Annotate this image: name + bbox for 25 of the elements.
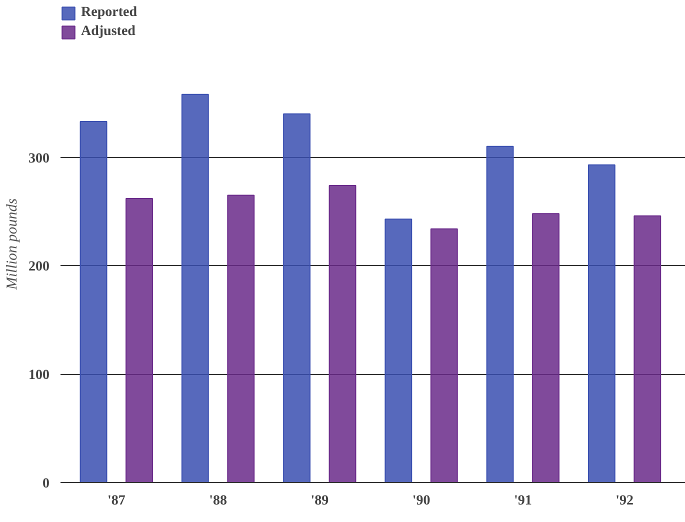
bar [634,215,662,482]
bar [384,218,412,482]
bar [486,146,514,482]
bar [328,184,356,482]
bar [80,121,108,482]
y-axis-title: Million pounds [4,198,20,291]
bar [283,113,310,482]
legend-label: Adjusted [81,24,136,40]
x-tick-label: '89 [310,494,329,508]
legend-label: Reported [81,5,137,21]
y-tick-label: 300 [28,151,50,166]
bar [532,213,560,482]
x-tick-label: '87 [107,494,126,508]
x-tick-label: '88 [209,494,227,508]
y-tick-label: 100 [28,368,50,384]
y-tick-label: 200 [28,260,50,275]
bar [227,194,255,482]
bar [588,164,616,482]
x-tick-label: '91 [514,494,532,508]
y-tick-label: 0 [42,476,50,492]
x-tick-label: '92 [616,494,634,508]
bar [181,94,209,482]
bar [430,228,458,482]
bar [126,198,153,482]
x-tick-label: '90 [412,494,430,508]
